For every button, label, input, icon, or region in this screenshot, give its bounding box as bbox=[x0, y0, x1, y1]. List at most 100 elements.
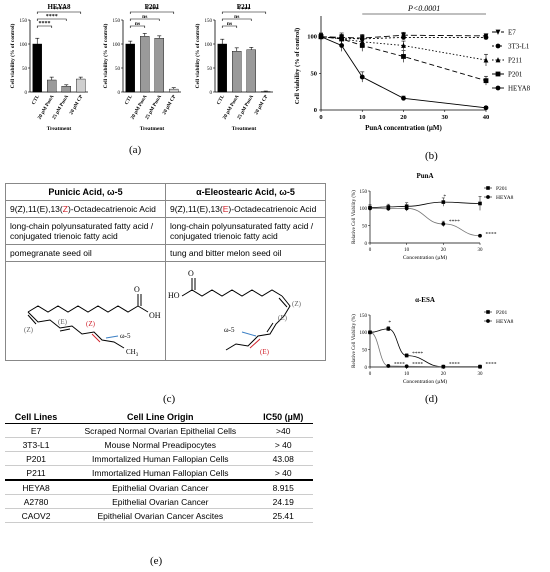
cell-line-origin: Epithelial Ovarian Cancer bbox=[67, 480, 254, 495]
x-tick-label: 0 bbox=[369, 372, 372, 377]
data-point bbox=[483, 105, 489, 111]
y-tick-label: 0 bbox=[365, 242, 368, 247]
x-tick-label: 40 bbox=[483, 114, 490, 121]
cell-line: 3T3-L1 bbox=[5, 437, 68, 452]
table-row: P211 Immortalized Human Fallopian Cells > … bbox=[5, 465, 313, 481]
y-axis-label: Cell viability (% of control) bbox=[194, 23, 201, 88]
cell-line-origin: Mouse Normal Preadipocytes bbox=[67, 437, 254, 452]
panel-a-charts: HEYA8 0 50 100 150 Cell viability (% of contr… bbox=[9, 3, 273, 132]
ic50-value: 24.19 bbox=[253, 494, 313, 509]
x-tick-label: 10 bbox=[404, 248, 410, 253]
legend-marker bbox=[486, 319, 490, 323]
table-row: HEYA8 Epithelial Ovarian Cancer 8.915 bbox=[5, 480, 313, 495]
ch3-label: CH3 bbox=[126, 348, 139, 358]
series-line bbox=[369, 207, 481, 237]
punicic-acid-source: pomegranate seed oil bbox=[5, 244, 166, 262]
eleostearic-acid-header: α-Eleostearic Acid, ω-5 bbox=[165, 183, 326, 201]
cell-line-origin: Epithelial Ovarian Cancer Ascites bbox=[67, 508, 254, 523]
oh-label: OH bbox=[149, 311, 161, 320]
data-point bbox=[359, 43, 365, 48]
legend-marker bbox=[486, 195, 490, 199]
punicic-acid-structure: OH O (Z) (E) (Z) ω-5 CH3 bbox=[24, 285, 161, 358]
y-tick-label: 100 bbox=[360, 331, 368, 336]
data-point bbox=[495, 71, 501, 77]
significance-label: **** bbox=[486, 361, 497, 367]
x-tick-label: 20 bbox=[400, 114, 407, 121]
cell-line-origin: Scraped Normal Ovarian Epithelial Cells bbox=[67, 423, 254, 438]
x-tick-label: 0 bbox=[319, 114, 322, 121]
table-row: 3T3-L1 Mouse Normal Preadipocytes > 40 bbox=[5, 437, 313, 452]
o-label-2: O bbox=[188, 269, 194, 278]
ic50-header-cell-lines: Cell Lines bbox=[5, 410, 68, 424]
bar bbox=[76, 78, 86, 93]
cell-line: P201 bbox=[5, 451, 68, 466]
legend-label: P201 bbox=[508, 71, 523, 79]
e-label-2: (E) bbox=[278, 314, 288, 322]
y-tick-label: 50 bbox=[311, 70, 318, 77]
data-point bbox=[368, 330, 372, 335]
bar bbox=[169, 88, 179, 93]
legend-marker bbox=[486, 310, 490, 314]
bar bbox=[217, 43, 227, 93]
panel-label-a: (a) bbox=[129, 144, 142, 156]
category-label: 20 µM CP bbox=[69, 95, 84, 116]
eleostearic-acid-type: long-chain polyunsaturated fatty acid / … bbox=[165, 217, 326, 245]
panel-b-chart: 0 10 20 30 40 0 50 100 PunA concentration (µM) Ce… bbox=[294, 4, 531, 132]
chart-title: HEYA8 bbox=[47, 3, 71, 11]
significance-label: **** bbox=[146, 7, 158, 13]
legend-label: HEYA8 bbox=[508, 85, 531, 93]
significance-label: **** bbox=[412, 351, 423, 357]
table-row: CAOV2 Epithelial Ovarian Cancer Ascites 25… bbox=[5, 508, 313, 523]
series-p201: P201 bbox=[318, 33, 523, 86]
chart-title: P211 bbox=[237, 3, 252, 11]
significance-label: ns bbox=[135, 21, 140, 27]
y-tick-label: 100 bbox=[360, 207, 368, 212]
data-point bbox=[404, 206, 409, 211]
y-tick-label: 0 bbox=[365, 366, 368, 371]
ic50-value: 25.41 bbox=[253, 508, 313, 523]
y-tick-label: 100 bbox=[20, 43, 28, 48]
cell-line: A2780 bbox=[5, 494, 68, 509]
significance-label: **** bbox=[53, 7, 65, 13]
data-point bbox=[495, 57, 501, 63]
legend-label: P201 bbox=[496, 186, 508, 192]
data-point bbox=[386, 327, 391, 331]
legend-label: HEYA8 bbox=[496, 319, 514, 325]
data-point bbox=[441, 222, 446, 226]
ic50-value: >40 bbox=[253, 423, 313, 438]
y-tick-label: 150 bbox=[205, 19, 213, 24]
significance-bracket bbox=[129, 25, 146, 28]
ic50-table: Cell Lines Cell Line Origin IC50 (µM) E7… bbox=[5, 410, 313, 523]
series-p201: P201 bbox=[368, 310, 508, 369]
bar bbox=[125, 43, 135, 93]
x-tick-label: 30 bbox=[478, 248, 484, 253]
bar bbox=[61, 86, 71, 93]
cell-line: HEYA8 bbox=[5, 480, 68, 495]
x-axis-label: Treatment bbox=[232, 126, 257, 132]
significance-bracket bbox=[129, 18, 160, 21]
bar bbox=[47, 79, 57, 93]
data-point bbox=[386, 364, 391, 368]
cell-line-origin: Immortalized Human Fallopian Cells bbox=[67, 451, 254, 466]
x-tick-label: 10 bbox=[404, 372, 410, 377]
red-z-label: (Z) bbox=[86, 320, 96, 328]
punicic-acid-type: long-chain polyunsaturated fatty acid / … bbox=[5, 217, 166, 245]
bar-chart-a-p211: P211 0 50 100 150 Cell viability (% of contro… bbox=[194, 3, 273, 132]
y-tick-label: 50 bbox=[22, 67, 28, 72]
data-point bbox=[483, 35, 489, 40]
punicic-acid-name: 9(Z),11(E),13(Z)-Octadecatrienoic Acid bbox=[5, 200, 166, 218]
data-point bbox=[368, 206, 372, 211]
significance-label: **** bbox=[394, 361, 405, 367]
ic50-value: 43.08 bbox=[253, 451, 313, 466]
y-tick-label: 150 bbox=[20, 19, 28, 24]
eleostearic-acid-structure-cell: HO O (Z) (E) (E) ω-5 bbox=[165, 261, 326, 361]
significance-label: **** bbox=[238, 7, 250, 13]
series-line bbox=[369, 328, 480, 368]
data-point bbox=[386, 206, 391, 211]
data-point bbox=[404, 353, 409, 358]
x-axis-label: Treatment bbox=[140, 126, 165, 132]
cell-line-origin: Immortalized Human Fallopian Cells bbox=[67, 465, 254, 481]
y-tick-label: 50 bbox=[362, 224, 368, 229]
omega-label-2: ω-5 bbox=[224, 326, 235, 334]
